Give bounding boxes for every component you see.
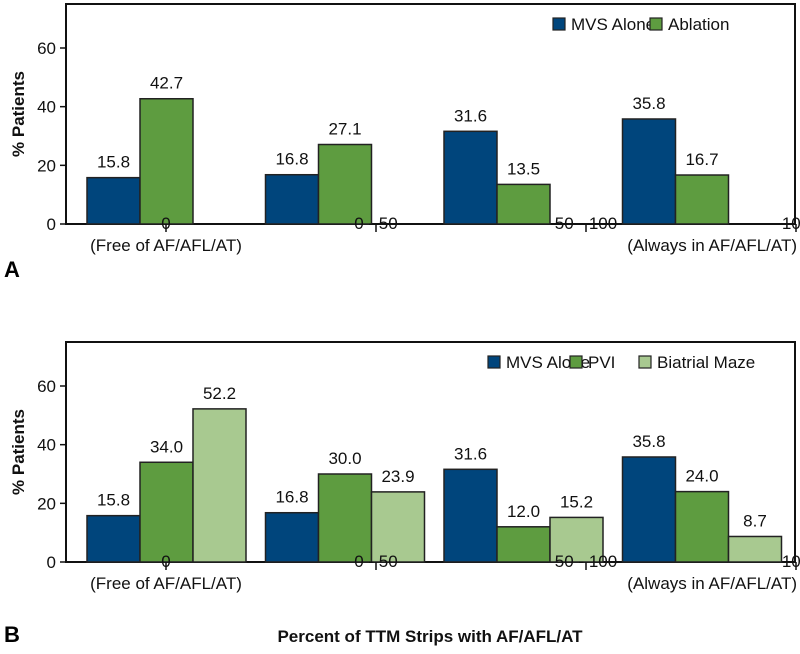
panel-letter: A xyxy=(4,257,20,282)
plot-frame xyxy=(65,3,796,225)
x-axis-label: Percent of TTM Strips with AF/AFL/AT xyxy=(277,627,583,646)
data-label: 23.9 xyxy=(381,467,414,486)
bar-mvs-alone xyxy=(86,176,141,225)
data-label: 31.6 xyxy=(454,106,487,125)
data-label: 34.0 xyxy=(150,437,183,456)
x-tick-label: 100 xyxy=(782,552,800,571)
legend-swatch xyxy=(569,355,583,369)
x-tick-sublabel: (Free of AF/AFL/AT) xyxy=(90,574,242,593)
y-tick-label: 40 xyxy=(37,436,56,455)
bar-ablation xyxy=(496,183,551,225)
bar-biatrial-maze xyxy=(192,408,247,563)
y-axis-label: % Patients xyxy=(9,71,28,157)
bar-pvi xyxy=(496,526,551,563)
x-tick-label: 0 - 50 xyxy=(354,214,397,233)
bar-mvs-alone xyxy=(621,118,677,225)
x-tick-sublabel: (Always in AF/AFL/AT) xyxy=(627,574,797,593)
data-label: 27.1 xyxy=(328,120,361,139)
x-tick-sublabel: (Always in AF/AFL/AT) xyxy=(627,236,797,255)
x-tick-sublabel: (Free of AF/AFL/AT) xyxy=(90,236,242,255)
data-label: 13.5 xyxy=(507,159,540,178)
bar-mvs-alone xyxy=(443,468,498,563)
x-tick-label: 100 xyxy=(782,214,800,233)
y-tick-label: 40 xyxy=(37,98,56,117)
y-tick-label: 0 xyxy=(47,553,56,572)
bar-pvi xyxy=(317,473,373,563)
legend-swatch xyxy=(649,17,663,31)
y-axis-label: % Patients xyxy=(9,409,28,495)
data-label: 35.8 xyxy=(632,432,665,451)
bar-mvs-alone xyxy=(621,456,677,563)
x-tick-label: 0 - 50 xyxy=(354,552,397,571)
bar-mvs-alone xyxy=(264,511,320,563)
data-label: 42.7 xyxy=(150,74,183,93)
y-tick-label: 60 xyxy=(37,377,56,396)
bar-mvs-alone xyxy=(86,514,141,563)
bar-ablation xyxy=(674,174,730,225)
panel-b: 0 20 40 60 % Patients 15.8 34.0 52.2 0 (Free of A… xyxy=(4,341,800,647)
data-label: 31.6 xyxy=(454,444,487,463)
bar-biatrial-maze xyxy=(370,491,426,563)
data-label: 15.8 xyxy=(97,153,130,172)
data-label: 15.8 xyxy=(97,491,130,510)
y-tick-label: 20 xyxy=(37,494,56,513)
data-label: 16.7 xyxy=(685,150,718,169)
data-label: 16.8 xyxy=(275,488,308,507)
bar-mvs-alone xyxy=(264,173,320,225)
legend-label: Ablation xyxy=(668,15,729,34)
bar-ablation xyxy=(139,97,194,225)
data-label: 16.8 xyxy=(275,150,308,169)
bar-ablation xyxy=(317,143,373,225)
bar-biatrial-maze xyxy=(549,516,604,563)
data-label: 35.8 xyxy=(632,94,665,113)
x-tick-label: 0 xyxy=(161,552,170,571)
bar-pvi xyxy=(674,490,730,563)
data-label: 8.7 xyxy=(743,511,767,530)
legend-swatch xyxy=(638,355,652,369)
legend-swatch xyxy=(552,17,566,31)
y-tick-label: 60 xyxy=(37,39,56,58)
x-tick-label: 50 - 100 xyxy=(555,552,617,571)
legend-label: MVS Alone xyxy=(506,353,590,372)
x-tick-label: 0 xyxy=(161,214,170,233)
panel-letter: B xyxy=(4,622,20,647)
data-label: 15.2 xyxy=(560,492,593,511)
legend-label: PVI xyxy=(588,353,615,372)
legend-label: Biatrial Maze xyxy=(657,353,755,372)
x-tick-label: 50 - 100 xyxy=(555,214,617,233)
y-tick-label: 20 xyxy=(37,156,56,175)
bar-biatrial-maze xyxy=(727,535,783,563)
y-tick-label: 0 xyxy=(47,215,56,234)
panel-a: 0 20 40 60 % Patients 15.8 42.7 0 (Free of AF/AF… xyxy=(4,3,800,282)
bar-mvs-alone xyxy=(443,130,498,225)
data-label: 52.2 xyxy=(203,384,236,403)
data-label: 24.0 xyxy=(685,467,718,486)
plot-frame xyxy=(65,341,796,563)
bar-pvi xyxy=(139,461,194,563)
data-label: 30.0 xyxy=(328,449,361,468)
legend-label: MVS Alone xyxy=(571,15,655,34)
legend-swatch xyxy=(487,355,501,369)
data-label: 12.0 xyxy=(507,502,540,521)
